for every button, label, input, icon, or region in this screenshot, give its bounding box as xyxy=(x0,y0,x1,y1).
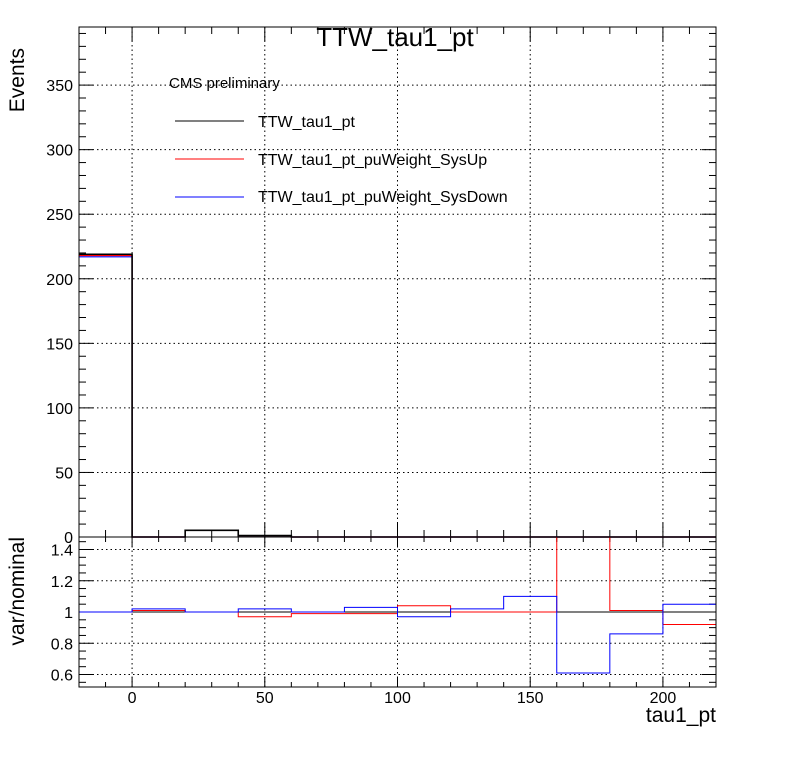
top-axis-ticks xyxy=(78,27,717,538)
x-tick-label: 50 xyxy=(256,690,274,707)
ratio-y-tick-label: 1.4 xyxy=(51,543,73,560)
y-axis-title: Events xyxy=(6,48,29,112)
ratio-y-axis-title: var/nominal xyxy=(6,537,29,646)
top-y-tick-label: 300 xyxy=(46,143,73,160)
ratio-series-1 xyxy=(79,595,716,674)
top-y-tick-label: 200 xyxy=(46,272,73,289)
ratio-plot-frame xyxy=(78,536,717,688)
x-tick-label: 150 xyxy=(517,690,544,707)
legend-label-sysdown: TTW_tau1_pt_puWeight_SysDown xyxy=(258,189,508,206)
top-y-tick-label: 150 xyxy=(46,336,73,353)
top-y-tick-label: 50 xyxy=(55,465,73,482)
ratio-histograms xyxy=(79,536,716,674)
ratio-y-tick-label: 1 xyxy=(64,605,73,622)
legend-label-sysup: TTW_tau1_pt_puWeight_SysUp xyxy=(258,152,487,169)
x-tick-labels: 0 50 100 150 200 xyxy=(128,690,677,707)
top-y-tick-label: 250 xyxy=(46,207,73,224)
top-y-tick-label: 0 xyxy=(64,530,73,547)
ratio-axis-ticks xyxy=(78,537,717,687)
x-tick-label: 0 xyxy=(128,690,137,707)
legend: CMS preliminary TTW_tau1_pt TTW_tau1_pt_… xyxy=(169,75,508,206)
ratio-y-tick-label: 0.6 xyxy=(51,668,73,685)
ratio-y-tick-label: 1.2 xyxy=(51,574,73,591)
x-tick-label: 200 xyxy=(650,690,677,707)
ratio-y-tick-labels: 0.6 0.8 1 1.2 1.4 xyxy=(51,543,73,685)
top-y-tick-labels: 0 50 100 150 200 250 300 350 xyxy=(46,78,73,547)
x-tick-label: 100 xyxy=(384,690,411,707)
legend-label-nominal: TTW_tau1_pt xyxy=(258,114,355,131)
top-y-tick-label: 350 xyxy=(46,78,73,95)
top-y-tick-label: 100 xyxy=(46,401,73,418)
x-axis-title: tau1_pt xyxy=(646,704,716,727)
legend-header: CMS preliminary xyxy=(169,75,280,92)
ratio-y-tick-label: 0.8 xyxy=(51,636,73,653)
